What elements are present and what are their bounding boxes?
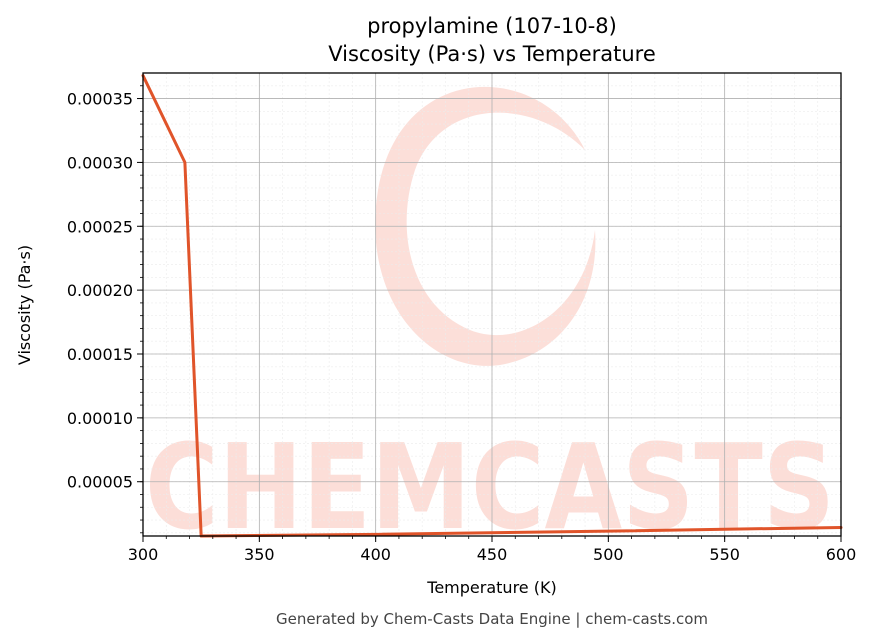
x-tick-label: 300	[128, 545, 159, 564]
ticks-layer: 300 350 400 450 500 550 600 0.00005 0.00010 0.000…	[67, 85, 857, 564]
x-tick-label: 350	[244, 545, 275, 564]
y-tick-label: 0.00035	[67, 90, 133, 109]
y-tick-label: 0.00015	[67, 345, 133, 364]
chart-title: propylamine (107-10-8)	[367, 14, 617, 38]
y-tick-label: 0.00005	[67, 473, 133, 492]
x-tick-label: 400	[360, 545, 391, 564]
footer-credit: Generated by Chem-Casts Data Engine | ch…	[276, 610, 708, 628]
y-tick-label: 0.00025	[67, 217, 133, 236]
x-tick-label: 550	[709, 545, 740, 564]
series-line	[141, 74, 843, 538]
x-tick-label: 500	[593, 545, 624, 564]
x-axis-label: Temperature (K)	[426, 578, 556, 597]
chart-subtitle: Viscosity (Pa·s) vs Temperature	[328, 42, 656, 66]
series-layer	[141, 74, 843, 538]
y-tick-label: 0.00010	[67, 409, 133, 428]
x-tick-label: 600	[826, 545, 857, 564]
x-tick-label: 450	[477, 545, 508, 564]
y-tick-label: 0.00030	[67, 153, 133, 172]
y-axis-label: Viscosity (Pa·s)	[15, 245, 34, 365]
y-tick-label: 0.00020	[67, 281, 133, 300]
watermark: CHEMCASTS	[145, 86, 835, 556]
